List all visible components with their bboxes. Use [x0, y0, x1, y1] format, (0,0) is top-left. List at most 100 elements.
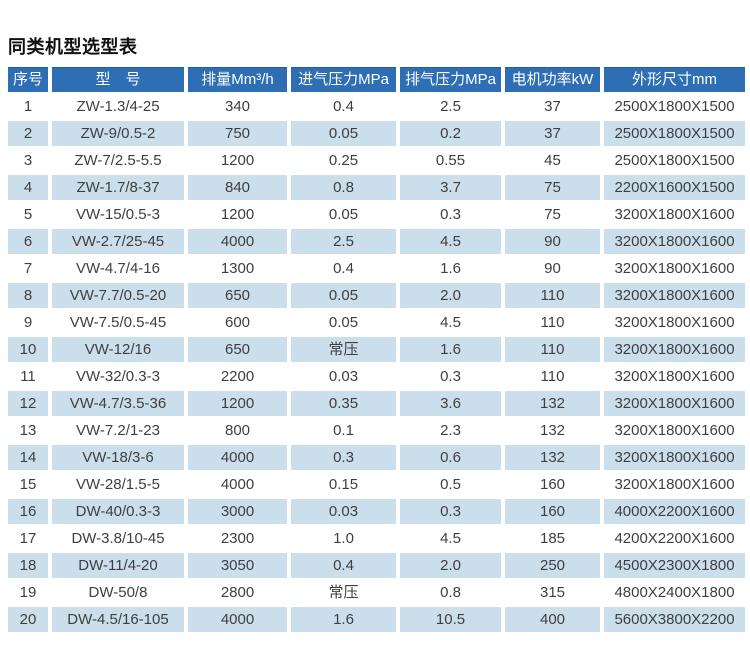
table-cell: 3200X1800X1600 — [604, 202, 745, 227]
table-cell: 2500X1800X1500 — [604, 121, 745, 146]
table-cell: 13 — [8, 418, 48, 443]
table-cell: 650 — [188, 337, 287, 362]
table-cell: VW-2.7/25-45 — [52, 229, 184, 254]
table-cell: 3200X1800X1600 — [604, 391, 745, 416]
table-cell: 90 — [505, 229, 600, 254]
table-cell: 0.3 — [400, 499, 501, 524]
table-cell: 17 — [8, 526, 48, 551]
table-cell: 4800X2400X1800 — [604, 580, 745, 605]
table-cell: 3200X1800X1600 — [604, 310, 745, 335]
table-cell: 0.03 — [291, 499, 396, 524]
table-cell: 16 — [8, 499, 48, 524]
table-cell: 2200 — [188, 364, 287, 389]
table-cell: 0.03 — [291, 364, 396, 389]
table-cell: 12 — [8, 391, 48, 416]
table-cell: 37 — [505, 94, 600, 119]
table-cell: ZW-9/0.5-2 — [52, 121, 184, 146]
table-cell: 75 — [505, 202, 600, 227]
table-cell: 2.5 — [291, 229, 396, 254]
table-cell: 6 — [8, 229, 48, 254]
table-cell: 0.55 — [400, 148, 501, 173]
table-cell: 3.6 — [400, 391, 501, 416]
table-cell: 0.3 — [400, 202, 501, 227]
table-cell: 3200X1800X1600 — [604, 472, 745, 497]
table-cell: 1 — [8, 94, 48, 119]
table-cell: 3200X1800X1600 — [604, 364, 745, 389]
table-cell: 4000 — [188, 607, 287, 632]
table-cell: 3.7 — [400, 175, 501, 200]
table-cell: 0.05 — [291, 121, 396, 146]
table-cell: 4.5 — [400, 526, 501, 551]
table-cell: 1200 — [188, 202, 287, 227]
table-cell: 5600X3800X2200 — [604, 607, 745, 632]
table-cell: 0.05 — [291, 283, 396, 308]
table-cell: 110 — [505, 310, 600, 335]
table-cell: 2.0 — [400, 553, 501, 578]
table-cell: 37 — [505, 121, 600, 146]
table-cell: 1200 — [188, 148, 287, 173]
table-cell: VW-4.7/3.5-36 — [52, 391, 184, 416]
table-cell: VW-18/3-6 — [52, 445, 184, 470]
table-cell: 常压 — [291, 580, 396, 605]
table-cell: 3200X1800X1600 — [604, 445, 745, 470]
table-cell: 3200X1800X1600 — [604, 418, 745, 443]
table-cell: 4000X2200X1600 — [604, 499, 745, 524]
table-cell: 2.5 — [400, 94, 501, 119]
column-header: 排气压力MPa — [400, 67, 501, 92]
table-cell: DW-4.5/16-105 — [52, 607, 184, 632]
table-cell: 250 — [505, 553, 600, 578]
table-cell: 0.6 — [400, 445, 501, 470]
table-cell: ZW-1.3/4-25 — [52, 94, 184, 119]
table-cell: 0.4 — [291, 553, 396, 578]
table-cell: 2.0 — [400, 283, 501, 308]
column-header: 进气压力MPa — [291, 67, 396, 92]
table-cell: 400 — [505, 607, 600, 632]
table-cell: DW-11/4-20 — [52, 553, 184, 578]
table-cell: 7 — [8, 256, 48, 281]
table-cell: 3200X1800X1600 — [604, 256, 745, 281]
table-cell: 185 — [505, 526, 600, 551]
table-cell: 4000 — [188, 445, 287, 470]
table-cell: VW-32/0.3-3 — [52, 364, 184, 389]
table-cell: 2200X1600X1500 — [604, 175, 745, 200]
table-cell: 2 — [8, 121, 48, 146]
table-cell: VW-28/1.5-5 — [52, 472, 184, 497]
table-cell: 0.25 — [291, 148, 396, 173]
column-header: 排量Mm³/h — [188, 67, 287, 92]
table-cell: 3200X1800X1600 — [604, 283, 745, 308]
table-cell: 18 — [8, 553, 48, 578]
table-cell: VW-7.2/1-23 — [52, 418, 184, 443]
table-cell: 3200X1800X1600 — [604, 337, 745, 362]
table-cell: 11 — [8, 364, 48, 389]
table-cell: 0.1 — [291, 418, 396, 443]
table-cell: VW-15/0.5-3 — [52, 202, 184, 227]
table-cell: 160 — [505, 472, 600, 497]
table-cell: 0.15 — [291, 472, 396, 497]
table-cell: 9 — [8, 310, 48, 335]
table-cell: 常压 — [291, 337, 396, 362]
table-cell: 1300 — [188, 256, 287, 281]
table-cell: 0.2 — [400, 121, 501, 146]
table-cell: 0.3 — [291, 445, 396, 470]
table-cell: 45 — [505, 148, 600, 173]
table-cell: 132 — [505, 445, 600, 470]
table-cell: 110 — [505, 283, 600, 308]
column-header: 电机功率kW — [505, 67, 600, 92]
column-header: 型 号 — [52, 67, 184, 92]
table-cell: 2500X1800X1500 — [604, 148, 745, 173]
table-cell: 75 — [505, 175, 600, 200]
table-cell: VW-7.5/0.5-45 — [52, 310, 184, 335]
table-cell: 10.5 — [400, 607, 501, 632]
table-cell: 1.6 — [400, 337, 501, 362]
table-cell: 132 — [505, 418, 600, 443]
table-cell: 10 — [8, 337, 48, 362]
table-cell: 0.4 — [291, 256, 396, 281]
column-header: 外形尺寸mm — [604, 67, 745, 92]
table-cell: 4.5 — [400, 229, 501, 254]
table-cell: 2800 — [188, 580, 287, 605]
table-cell: 750 — [188, 121, 287, 146]
table-cell: 4500X2300X1800 — [604, 553, 745, 578]
table-cell: 600 — [188, 310, 287, 335]
table-cell: 315 — [505, 580, 600, 605]
